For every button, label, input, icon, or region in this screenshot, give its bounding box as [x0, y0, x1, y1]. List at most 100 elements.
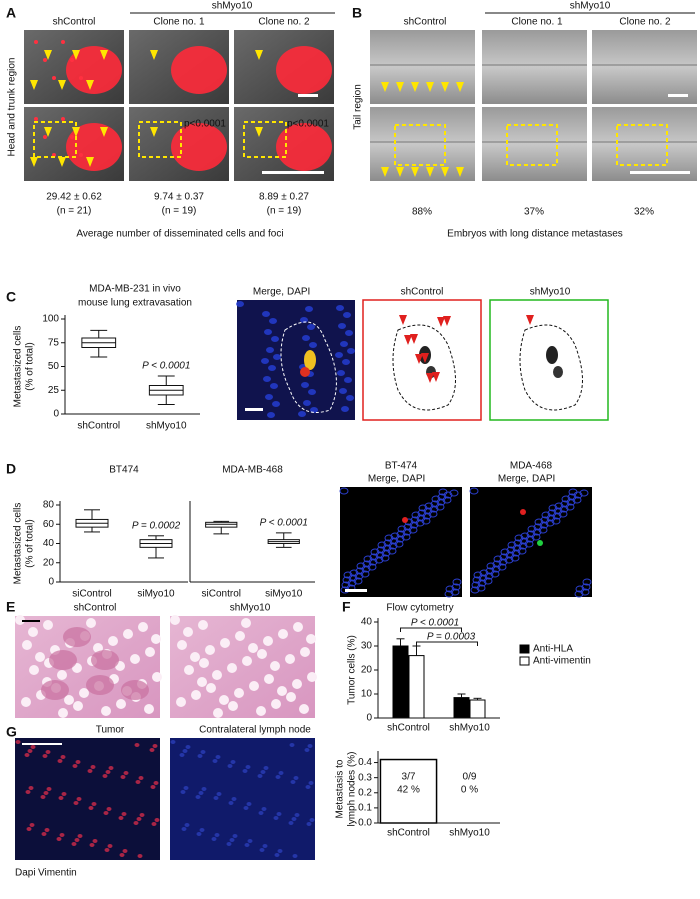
- nucleus: [473, 571, 483, 579]
- annotation: P = 0.0003: [427, 632, 476, 643]
- nucleus: [560, 500, 570, 508]
- alveolus: [293, 622, 303, 632]
- image-label: Tumor: [96, 725, 125, 736]
- nucleus: [581, 583, 591, 591]
- arrowhead: [100, 50, 108, 60]
- stain: [196, 832, 202, 836]
- column-header: shControl: [53, 17, 96, 28]
- nucleus: [547, 509, 557, 517]
- stain: [106, 807, 112, 811]
- y-tick-label: 20: [43, 557, 55, 568]
- nucleus: [403, 523, 413, 531]
- y-axis-label: (% of total): [25, 342, 36, 390]
- stain: [339, 388, 347, 394]
- stain: [42, 754, 48, 758]
- percent: 32%: [634, 207, 654, 218]
- alveolus: [249, 681, 259, 691]
- bar: [379, 758, 438, 824]
- stain: [179, 753, 185, 757]
- stain: [344, 377, 352, 383]
- x-tick-label: siControl: [72, 589, 111, 600]
- arrowhead: [426, 373, 434, 383]
- alveolus: [15, 615, 25, 625]
- alveolus: [57, 670, 67, 680]
- scale-bar: [630, 171, 690, 174]
- arrowhead: [456, 167, 464, 177]
- stain: [91, 802, 97, 806]
- stain: [307, 324, 315, 330]
- micrograph: [15, 738, 160, 860]
- stain: [337, 370, 345, 376]
- scale-bar: [22, 620, 40, 622]
- stain: [341, 406, 349, 412]
- nucleus: [568, 488, 578, 496]
- alveolus: [190, 652, 200, 662]
- micrograph: [237, 300, 355, 420]
- stain: [271, 336, 279, 342]
- caption: Average number of disseminated cells and…: [76, 229, 283, 240]
- stain: [134, 743, 140, 747]
- stain: [259, 848, 265, 852]
- y-tick-label: 0.4: [358, 757, 372, 768]
- nucleus: [575, 585, 585, 593]
- nucleus: [438, 488, 448, 496]
- stain: [343, 312, 351, 318]
- stain: [263, 766, 269, 770]
- alveolus: [64, 695, 74, 705]
- stain: [52, 76, 56, 80]
- stain: [118, 816, 124, 820]
- nucleus: [582, 578, 592, 586]
- y-tick-label: 0: [53, 409, 59, 420]
- nucleus: [472, 576, 482, 584]
- stain: [49, 650, 77, 670]
- nucleus: [540, 516, 550, 524]
- y-tick-label: 30: [361, 641, 373, 652]
- stain: [86, 675, 114, 695]
- arrowhead: [150, 50, 158, 60]
- nucleus: [479, 569, 489, 577]
- image-label: Contralateral lymph node: [199, 725, 311, 736]
- image-label: DAPI: [287, 287, 310, 298]
- stain: [183, 786, 189, 790]
- stain: [304, 748, 310, 752]
- stain: [273, 816, 279, 820]
- caption: Embryos with long distance metastases: [447, 229, 623, 240]
- nucleus: [411, 511, 421, 519]
- stain: [215, 755, 221, 759]
- stain: [170, 740, 176, 744]
- arrowhead: [411, 167, 419, 177]
- stain: [153, 781, 159, 785]
- stain: [136, 817, 142, 821]
- stain: [288, 821, 294, 825]
- arrowhead: [72, 50, 80, 60]
- arrowhead: [86, 80, 94, 90]
- stat-mean: 29.42 ± 0.62: [46, 192, 102, 203]
- outline: [280, 321, 337, 413]
- alveolus: [28, 627, 38, 637]
- arrowhead: [396, 167, 404, 177]
- alveolus: [213, 708, 223, 718]
- stat-n: (n = 19): [267, 206, 302, 217]
- stain: [289, 743, 295, 747]
- p-value: p<0.0001: [184, 119, 226, 130]
- nucleus: [513, 539, 523, 547]
- stain: [59, 833, 65, 837]
- count-label: 3/7: [402, 772, 416, 783]
- alveolus: [300, 647, 310, 657]
- image-title: BT-474: [385, 461, 418, 472]
- stain: [41, 680, 69, 700]
- stain: [264, 329, 272, 335]
- scale-bar: [22, 743, 62, 745]
- stain: [150, 785, 156, 789]
- nucleus: [417, 509, 427, 517]
- nucleus: [486, 562, 496, 570]
- stain: [345, 330, 353, 336]
- row-label: Head and trunk region: [7, 58, 18, 157]
- arrowhead: [437, 317, 445, 327]
- roi-box: [138, 121, 182, 158]
- y-tick-label: 75: [48, 337, 60, 348]
- stain: [298, 411, 306, 417]
- arrowhead: [30, 157, 38, 167]
- panel-label: E: [6, 599, 15, 615]
- arrowhead: [404, 335, 412, 345]
